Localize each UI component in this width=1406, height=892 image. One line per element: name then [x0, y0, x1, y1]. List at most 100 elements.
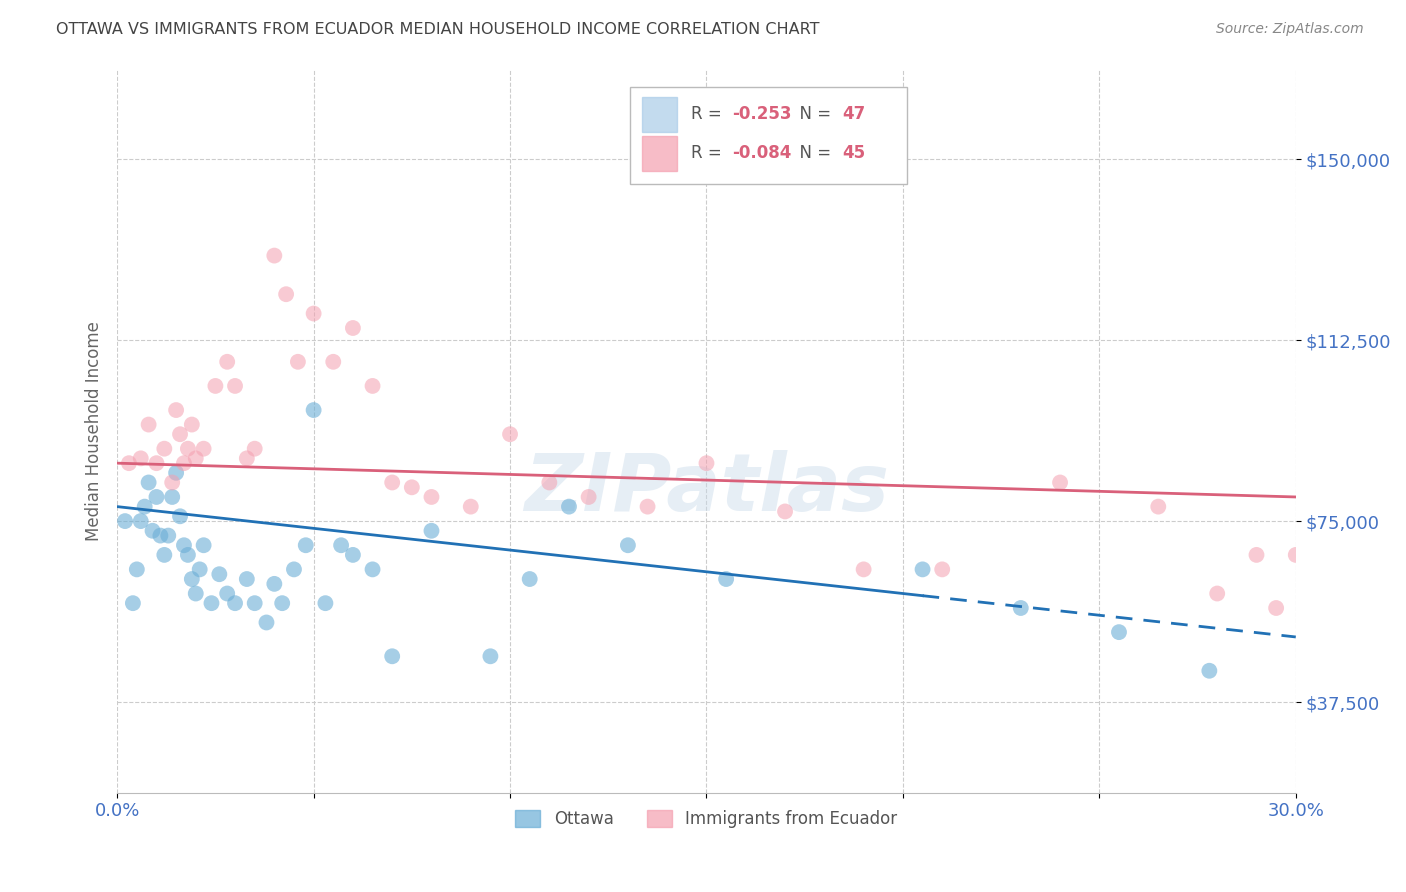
Point: [314, 596, 336, 610]
Point: [558, 500, 581, 514]
Point: [177, 442, 200, 456]
Point: [538, 475, 561, 490]
Point: [184, 586, 207, 600]
Point: [217, 586, 239, 600]
Point: [460, 500, 482, 514]
Point: [381, 475, 404, 490]
Text: -0.084: -0.084: [733, 145, 792, 162]
Point: [125, 562, 148, 576]
Point: [173, 538, 195, 552]
Text: 45: 45: [842, 145, 865, 162]
Point: [180, 572, 202, 586]
Point: [224, 596, 246, 610]
Point: [165, 403, 187, 417]
Text: 47: 47: [842, 105, 865, 123]
Point: [138, 417, 160, 432]
Point: [160, 475, 183, 490]
Point: [479, 649, 502, 664]
Text: ZIPatlas: ZIPatlas: [524, 450, 889, 527]
Point: [852, 562, 875, 576]
Point: [169, 509, 191, 524]
Point: [1285, 548, 1308, 562]
Text: -0.253: -0.253: [733, 105, 792, 123]
Point: [153, 442, 176, 456]
Point: [204, 379, 226, 393]
Point: [134, 500, 156, 514]
Point: [180, 417, 202, 432]
Point: [342, 548, 364, 562]
Legend: Ottawa, Immigrants from Ecuador: Ottawa, Immigrants from Ecuador: [509, 804, 904, 835]
Point: [193, 442, 215, 456]
Point: [322, 355, 344, 369]
Text: N =: N =: [789, 105, 837, 123]
Point: [401, 480, 423, 494]
Point: [1147, 500, 1170, 514]
Point: [274, 287, 297, 301]
Point: [118, 456, 141, 470]
Point: [420, 524, 443, 538]
Point: [184, 451, 207, 466]
Point: [931, 562, 953, 576]
Point: [188, 562, 211, 576]
Point: [773, 504, 796, 518]
Point: [236, 451, 259, 466]
Point: [637, 500, 659, 514]
Point: [361, 562, 384, 576]
Point: [243, 442, 266, 456]
Point: [160, 490, 183, 504]
Point: [114, 514, 136, 528]
Text: OTTAWA VS IMMIGRANTS FROM ECUADOR MEDIAN HOUSEHOLD INCOME CORRELATION CHART: OTTAWA VS IMMIGRANTS FROM ECUADOR MEDIAN…: [56, 22, 820, 37]
Point: [1108, 625, 1130, 640]
Text: Source: ZipAtlas.com: Source: ZipAtlas.com: [1216, 22, 1364, 37]
Point: [1324, 601, 1347, 615]
Point: [145, 456, 167, 470]
Point: [169, 427, 191, 442]
Point: [129, 451, 152, 466]
Point: [217, 355, 239, 369]
Text: R =: R =: [692, 145, 727, 162]
Point: [519, 572, 541, 586]
Point: [224, 379, 246, 393]
Point: [149, 528, 172, 542]
Point: [695, 456, 717, 470]
Point: [342, 321, 364, 335]
Point: [153, 548, 176, 562]
Point: [294, 538, 316, 552]
Point: [122, 596, 145, 610]
Point: [145, 490, 167, 504]
Point: [157, 528, 180, 542]
Point: [1010, 601, 1032, 615]
Y-axis label: Median Household Income: Median Household Income: [86, 320, 103, 541]
Point: [200, 596, 222, 610]
Point: [138, 475, 160, 490]
Text: N =: N =: [789, 145, 837, 162]
Point: [302, 306, 325, 320]
Point: [578, 490, 600, 504]
Point: [1265, 601, 1288, 615]
Point: [302, 403, 325, 417]
Point: [177, 548, 200, 562]
Point: [1305, 514, 1327, 528]
Point: [499, 427, 522, 442]
Point: [208, 567, 231, 582]
Point: [243, 596, 266, 610]
Point: [420, 490, 443, 504]
Point: [1206, 586, 1229, 600]
Point: [129, 514, 152, 528]
Point: [287, 355, 309, 369]
Point: [263, 249, 285, 263]
FancyBboxPatch shape: [630, 87, 907, 185]
Point: [165, 466, 187, 480]
Point: [271, 596, 294, 610]
Point: [714, 572, 737, 586]
Point: [1246, 548, 1268, 562]
Point: [1049, 475, 1071, 490]
Point: [283, 562, 305, 576]
Point: [361, 379, 384, 393]
Point: [141, 524, 163, 538]
Point: [381, 649, 404, 664]
Bar: [641, 96, 678, 131]
Bar: [641, 136, 678, 170]
Point: [193, 538, 215, 552]
Point: [236, 572, 259, 586]
